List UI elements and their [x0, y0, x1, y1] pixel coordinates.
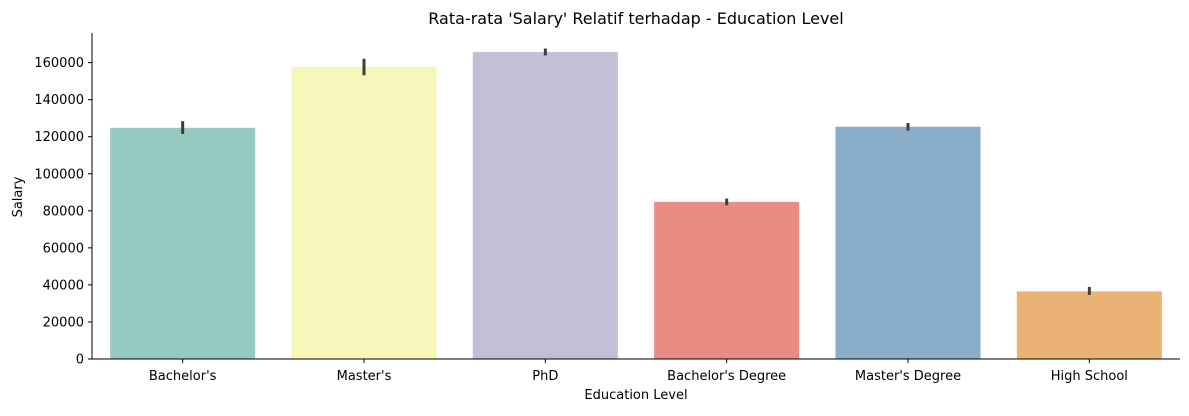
- bar: [654, 201, 800, 359]
- y-tick-label: 20000: [43, 315, 84, 330]
- x-tick-label: Bachelor's Degree: [667, 369, 786, 384]
- x-axis-title: Education Level: [584, 388, 687, 403]
- error-bars-layer: [181, 48, 1091, 295]
- y-tick-label: 60000: [43, 241, 84, 256]
- x-tick-label: High School: [1051, 369, 1128, 384]
- bar: [291, 66, 437, 359]
- y-tick-label: 80000: [43, 204, 84, 219]
- y-tick-label: 140000: [34, 93, 84, 108]
- y-tick-label: 120000: [34, 130, 84, 145]
- bar: [472, 52, 618, 360]
- bar: [110, 127, 256, 359]
- x-axis: Bachelor's Master's PhD Bachelor's Degree Ma…: [92, 358, 1180, 384]
- x-tick-label: Master's: [337, 369, 392, 384]
- y-tick-label: 40000: [43, 278, 84, 293]
- chart-title: Rata-rata 'Salary' Relatif terhadap - Ed…: [428, 9, 843, 28]
- x-tick-label: PhD: [532, 369, 558, 384]
- bar: [1016, 291, 1162, 359]
- y-tick-label: 100000: [34, 167, 84, 182]
- y-axis: 0 20000 40000 60000 80000 100000 120000 140000 1…: [34, 33, 93, 368]
- y-tick-label: 0: [76, 353, 84, 368]
- y-tick-label: 160000: [34, 56, 84, 71]
- bar: [835, 126, 981, 359]
- x-tick-label: Master's Degree: [855, 369, 961, 384]
- bars-layer: [110, 52, 1162, 360]
- y-axis-title: Salary: [11, 176, 26, 217]
- x-tick-label: Bachelor's: [149, 369, 217, 384]
